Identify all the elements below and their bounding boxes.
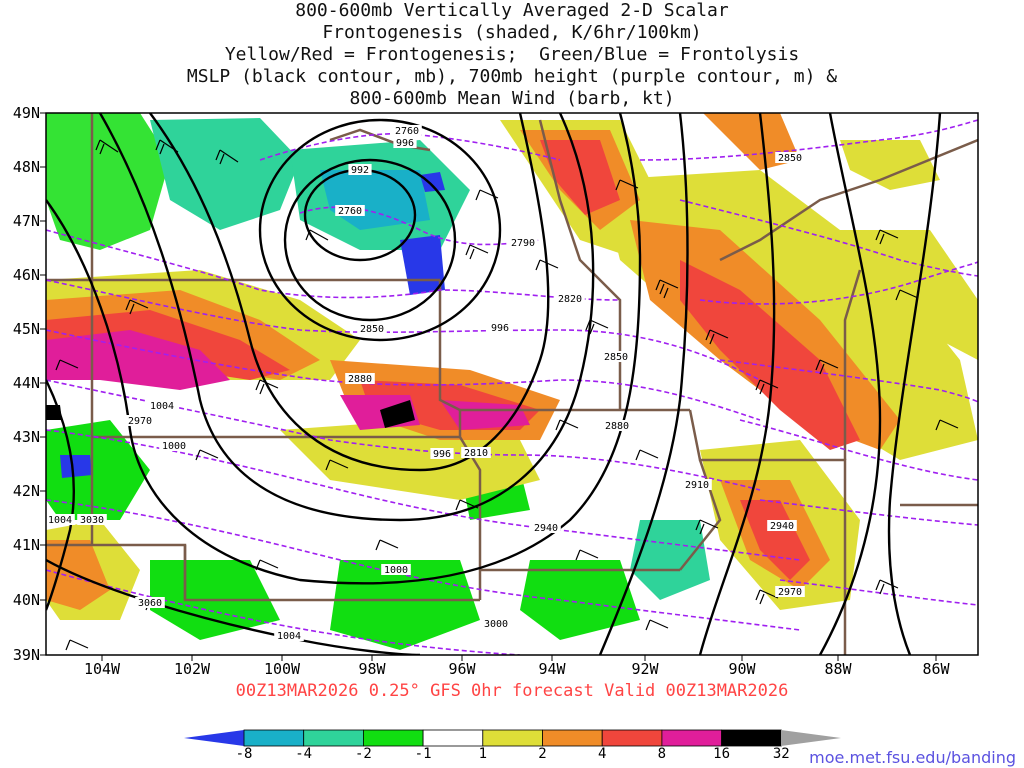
lon-label-88w: 88W <box>824 660 852 678</box>
colorbar-label: -4 <box>295 746 313 762</box>
height-contour-label: 2850 <box>778 153 802 164</box>
plot-frame <box>45 112 979 656</box>
mslp-contour-label: 1000 <box>384 565 408 576</box>
colorbar-box <box>303 729 364 747</box>
colorbar-box <box>362 729 424 747</box>
colorbar-label: 1 <box>478 746 488 762</box>
lon-label-96w: 96W <box>448 660 476 678</box>
colorbar-box <box>243 729 305 747</box>
colorbar <box>184 729 841 747</box>
title-line-2: Frontogenesis (shaded, K/6hr/100km) <box>322 22 702 43</box>
height-contour-label: 2880 <box>348 374 372 385</box>
title-line-5: 800-600mb Mean Wind (barb, kt) <box>349 88 675 109</box>
lon-label-104w: 104W <box>83 660 121 678</box>
lon-label-94w: 94W <box>538 660 566 678</box>
height-contour-label: 3060 <box>138 598 162 609</box>
height-contour-label: 2970 <box>778 587 802 598</box>
height-contour-label: 2760 <box>338 206 362 217</box>
height-contour-label: 2760 <box>395 126 419 137</box>
mslp-contour-label: 992 <box>351 165 369 176</box>
colorbar-label: -8 <box>235 746 253 762</box>
height-contour-label: 2850 <box>604 352 628 363</box>
height-contour-labels: 2760 2760 2790 2820 2850 2850 2880 2970 2810 2880… <box>77 125 805 630</box>
mslp-contours <box>46 113 942 655</box>
colorbar-low-arrow <box>184 730 244 746</box>
lat-label-40n: 40N <box>12 591 40 609</box>
lon-label-86w: 86W <box>922 660 950 678</box>
colorbar-box <box>482 729 543 747</box>
height-contour-label: 2970 <box>128 416 152 427</box>
lat-label-49n: 49N <box>12 104 40 122</box>
height-contour-label: 2790 <box>511 238 535 249</box>
lat-label-44n: 44N <box>12 374 40 392</box>
colorbar-box <box>601 729 663 747</box>
title-line-1: 800-600mb Vertically Averaged 2-D Scalar <box>295 0 729 21</box>
colorbar-label: 2 <box>538 746 547 762</box>
mslp-contour-label: 996 <box>396 138 414 149</box>
height-contour-label: 2880 <box>605 421 629 432</box>
valid-time-label: 00Z13MAR2026 0.25° GFS 0hr forecast Vali… <box>235 681 789 701</box>
height-contour-label: 2850 <box>360 324 384 335</box>
height-contour-label: 2910 <box>685 480 709 491</box>
mslp-contour-label: 1004 <box>150 401 174 412</box>
lat-label-47n: 47N <box>12 212 40 230</box>
credit-link[interactable]: moe.met.fsu.edu/banding <box>809 748 1016 767</box>
wind-barbs <box>55 139 959 651</box>
height-contour-label: 2940 <box>534 523 558 534</box>
colorbar-label: -2 <box>354 746 372 762</box>
colorbar-high-arrow <box>781 730 841 746</box>
colorbar-label: -1 <box>414 746 432 762</box>
lon-label-92w: 92W <box>631 660 659 678</box>
lat-label-39n: 39N <box>12 646 40 664</box>
mslp-contour-label: 1004 <box>277 631 301 642</box>
lat-label-42n: 42N <box>12 482 40 500</box>
lat-label-41n: 41N <box>12 536 40 554</box>
colorbar-box <box>721 729 782 747</box>
lon-label-100w: 100W <box>263 660 301 678</box>
colorbar-box <box>422 729 484 747</box>
colorbar-label: 8 <box>657 746 667 762</box>
mslp-contour-label: 996 <box>433 449 451 460</box>
height-contour-label: 3000 <box>484 619 508 630</box>
mslp-contour-label: 1004 <box>48 515 72 526</box>
height-contour-label: 2940 <box>770 521 794 532</box>
colorbar-label: 4 <box>597 746 607 762</box>
colorbar-label: 32 <box>772 746 790 762</box>
title-line-4: MSLP (black contour, mb), 700mb height (… <box>186 66 838 87</box>
lat-label-46n: 46N <box>12 266 40 284</box>
height-contour-label: 2810 <box>464 448 488 459</box>
title-line-3: Yellow/Red = Frontogenesis; Green/Blue =… <box>224 44 800 65</box>
mslp-contour-label: 1000 <box>162 441 186 452</box>
lat-label-43n: 43N <box>12 428 40 446</box>
mslp-contour-labels: 996 992 996 1004 1000 996 1000 1004 1004 <box>45 137 512 642</box>
colorbar-box <box>542 729 603 747</box>
colorbar-label: 16 <box>713 746 731 762</box>
lat-label-48n: 48N <box>12 158 40 176</box>
lon-label-98w: 98W <box>358 660 386 678</box>
lon-label-90w: 90W <box>728 660 756 678</box>
axis-ticks <box>40 112 937 661</box>
height-contour-label: 3030 <box>80 515 104 526</box>
lon-label-102w: 102W <box>173 660 211 678</box>
lat-label-45n: 45N <box>12 320 40 338</box>
mslp-contour-label: 996 <box>491 323 509 334</box>
height-contour-label: 2820 <box>558 294 582 305</box>
colorbar-box <box>661 729 723 747</box>
